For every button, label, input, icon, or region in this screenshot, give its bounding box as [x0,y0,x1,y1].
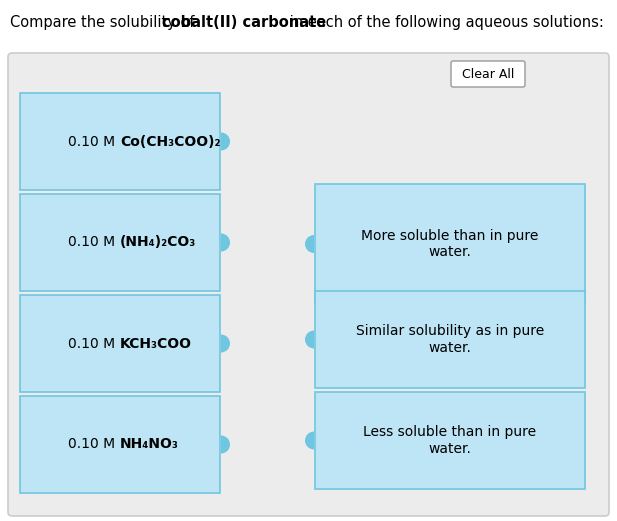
Wedge shape [221,233,230,252]
FancyBboxPatch shape [315,184,585,304]
Wedge shape [305,330,314,349]
Text: 0.10 M: 0.10 M [68,337,120,351]
Text: Similar solubility as in pure
water.: Similar solubility as in pure water. [356,325,544,355]
FancyBboxPatch shape [20,93,220,190]
Wedge shape [221,334,230,353]
Text: More soluble than in pure
water.: More soluble than in pure water. [362,229,539,259]
Wedge shape [221,436,230,453]
Wedge shape [305,431,314,450]
Text: Compare the solubility of: Compare the solubility of [10,15,199,30]
FancyBboxPatch shape [20,396,220,493]
Text: Less soluble than in pure
water.: Less soluble than in pure water. [363,426,537,455]
Text: Co(CH₃COO)₂: Co(CH₃COO)₂ [120,134,220,148]
FancyBboxPatch shape [20,194,220,291]
Text: 0.10 M: 0.10 M [68,235,120,250]
Text: NH₄NO₃: NH₄NO₃ [120,438,179,452]
Text: 0.10 M: 0.10 M [68,134,120,148]
Wedge shape [305,235,314,253]
Text: (NH₄)₂CO₃: (NH₄)₂CO₃ [120,235,196,250]
Text: Clear All: Clear All [462,68,514,81]
Text: in each of the following aqueous solutions:: in each of the following aqueous solutio… [285,15,604,30]
Text: 0.10 M: 0.10 M [68,438,120,452]
FancyBboxPatch shape [8,53,609,516]
Text: KCH₃COO: KCH₃COO [120,337,192,351]
FancyBboxPatch shape [315,291,585,388]
FancyBboxPatch shape [315,392,585,489]
Wedge shape [221,132,230,151]
Text: cobalt(II) carbonate: cobalt(II) carbonate [162,15,326,30]
FancyBboxPatch shape [20,295,220,392]
FancyBboxPatch shape [451,61,525,87]
